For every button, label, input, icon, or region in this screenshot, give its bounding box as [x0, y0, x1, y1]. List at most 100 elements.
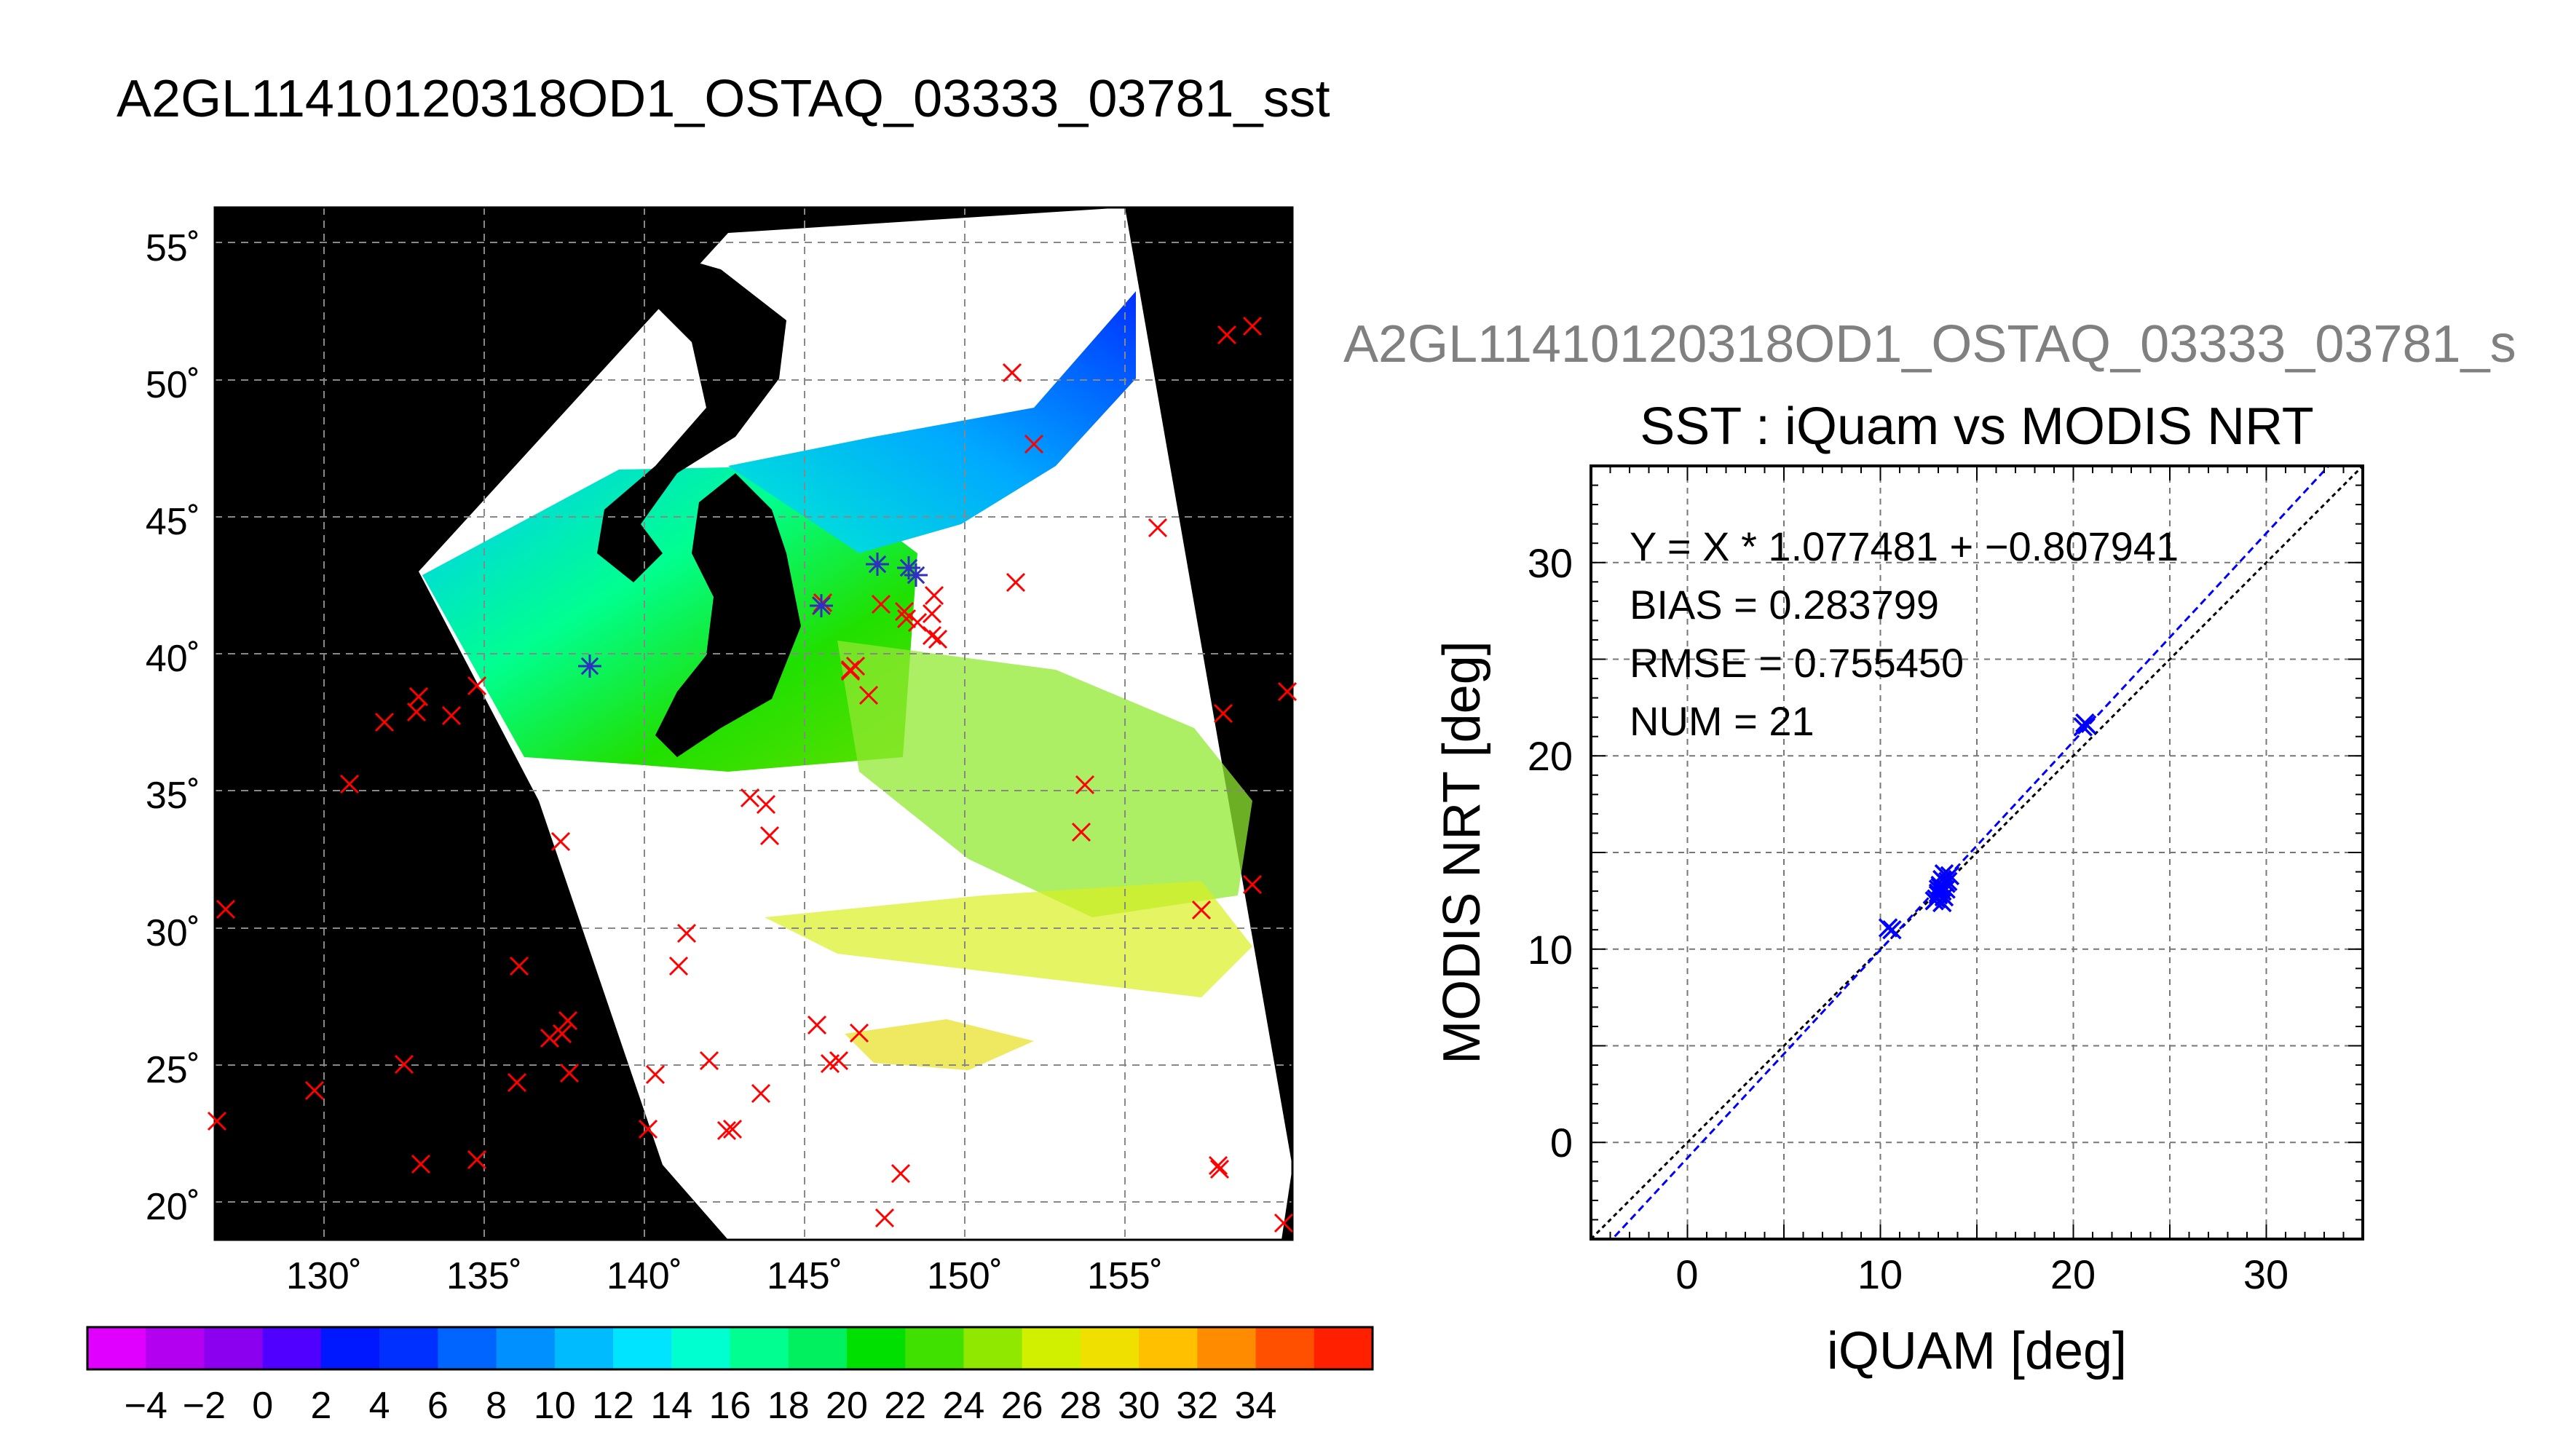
buoy-marker [550, 831, 571, 852]
colorbar-tick-label: 14 [650, 1385, 692, 1427]
buoy-marker [1075, 775, 1095, 795]
buoy-marker [1006, 572, 1026, 593]
colorbar-tick-label: 16 [709, 1385, 751, 1427]
lat-label: 30˚ [146, 912, 200, 954]
lat-label: 35˚ [146, 775, 200, 817]
buoy-marker [820, 1053, 840, 1074]
colorbar-cell [262, 1327, 322, 1369]
sst-patch-south [765, 881, 1252, 997]
buoy-marker [467, 676, 487, 696]
buoy-marker [507, 1072, 527, 1093]
x-tick-label: 30 [2243, 1251, 2289, 1297]
buoy-marker [441, 705, 462, 726]
num-stat: NUM = 21 [1630, 698, 1814, 744]
buoy-marker [1217, 325, 1237, 345]
buoy-marker [668, 956, 689, 976]
buoy-marker [871, 594, 891, 614]
buoy-marker [896, 609, 917, 629]
buoy-marker [759, 826, 780, 846]
lon-label: 140˚ [607, 1255, 682, 1297]
buoy-marker [509, 956, 529, 976]
rmse-stat: RMSE = 0.755450 [1630, 640, 1964, 686]
lon-label: 155˚ [1087, 1255, 1163, 1297]
lat-label: 50˚ [146, 364, 200, 406]
y-axis-label: MODIS NRT [deg] [1433, 641, 1491, 1064]
scatter-plot: SST : iQuam vs MODIS NRT Y = X * 1.07748… [1433, 397, 2364, 1380]
buoy-marker [894, 601, 915, 622]
sst-patch-central [837, 641, 1252, 917]
colorbar-tick-label: 32 [1176, 1385, 1218, 1427]
sst-patch-west [422, 466, 917, 772]
buoy-marker [540, 1028, 560, 1048]
colorbar-cell [1314, 1327, 1373, 1369]
buoy-marker [858, 685, 879, 705]
one-to-one-line [1591, 466, 2363, 1239]
colorbar-cell [1139, 1327, 1198, 1369]
colorbar-tick-label: 34 [1235, 1385, 1277, 1427]
colorbar-cell [671, 1327, 730, 1369]
y-tick-label: 30 [1528, 540, 1573, 586]
buoy-marker [840, 661, 861, 681]
lat-label: 55˚ [146, 227, 200, 269]
lat-label: 40˚ [146, 638, 200, 680]
matched-buoy-marker [810, 594, 833, 617]
scatter-point [1878, 918, 1898, 938]
buoy-marker [1208, 1155, 1228, 1176]
buoy-marker [922, 604, 942, 624]
matched-buoy-marker [578, 654, 601, 678]
regression-fit-line [1611, 466, 2331, 1239]
buoy-marker [676, 923, 697, 943]
colorbar-tick-label: 2 [310, 1385, 331, 1427]
colorbar-cell [1255, 1327, 1315, 1369]
buoy-marker [1148, 518, 1168, 538]
buoy-marker [394, 1054, 414, 1075]
colorbar-cell [846, 1327, 906, 1369]
colorbar-cell [1022, 1327, 1081, 1369]
buoy-marker [559, 1063, 580, 1083]
scatter-point [1924, 891, 1944, 911]
buoy-marker [807, 1015, 827, 1035]
x-tick-label: 0 [1675, 1251, 1698, 1297]
colorbar-tick-label: 4 [369, 1385, 390, 1427]
colorbar: −4 −2 0 2 4 6 8 10 12 14 16 18 20 22 24 26 28 30 32 34 [86, 1326, 1374, 1427]
x-tick-label: 10 [1857, 1251, 1903, 1297]
sst-patch-far-south [845, 1019, 1034, 1070]
y-tick-label: 0 [1550, 1120, 1573, 1166]
chart-title: SST : iQuam vs MODIS NRT [1640, 397, 2314, 456]
buoy-marker [922, 625, 942, 646]
buoy-marker [740, 788, 760, 808]
buoy-marker [1024, 434, 1044, 454]
buoy-marker [406, 702, 427, 722]
main-title: A2GL11410120318OD1_OSTAQ_03333_03781_sst [117, 70, 1330, 128]
colorbar-tick-label: 26 [1001, 1385, 1043, 1427]
lat-label: 20˚ [146, 1186, 200, 1228]
buoy-marker [1213, 703, 1233, 724]
scatter-point [2077, 715, 2097, 735]
x-tick-labels: 0 10 20 30 [1675, 1251, 2289, 1297]
sst-map: 55˚ 50˚ 45˚ 40˚ 35˚ 30˚ 25˚ 20˚ 130˚ 135… [146, 206, 1298, 1297]
colorbar-tick-label: −4 [125, 1385, 167, 1427]
buoy-marker [374, 712, 395, 732]
y-tick-label: 20 [1528, 733, 1573, 779]
buoy-markers [207, 316, 1298, 1233]
buoy-marker [924, 585, 944, 606]
colorbar-tick-label: 10 [534, 1385, 576, 1427]
buoy-marker [1273, 1213, 1294, 1233]
matched-buoy-marker [866, 553, 889, 576]
x-tick-label: 20 [2050, 1251, 2096, 1297]
buoy-marker [207, 1111, 227, 1131]
buoy-marker [1209, 1159, 1230, 1179]
buoy-marker [1242, 874, 1263, 895]
y-tick-label: 10 [1528, 927, 1573, 973]
colorbar-cell [963, 1327, 1023, 1369]
lon-label: 135˚ [446, 1255, 522, 1297]
lon-label: 130˚ [286, 1255, 362, 1297]
buoy-marker [558, 1010, 578, 1031]
scatter-point [1928, 879, 1948, 899]
bias-stat: BIAS = 0.283799 [1630, 582, 1939, 628]
colorbar-tick-label: 20 [826, 1385, 868, 1427]
land-hokkaido-sakhalin [542, 240, 786, 582]
colorbar-cells [87, 1327, 1373, 1369]
buoy-marker [699, 1051, 719, 1071]
